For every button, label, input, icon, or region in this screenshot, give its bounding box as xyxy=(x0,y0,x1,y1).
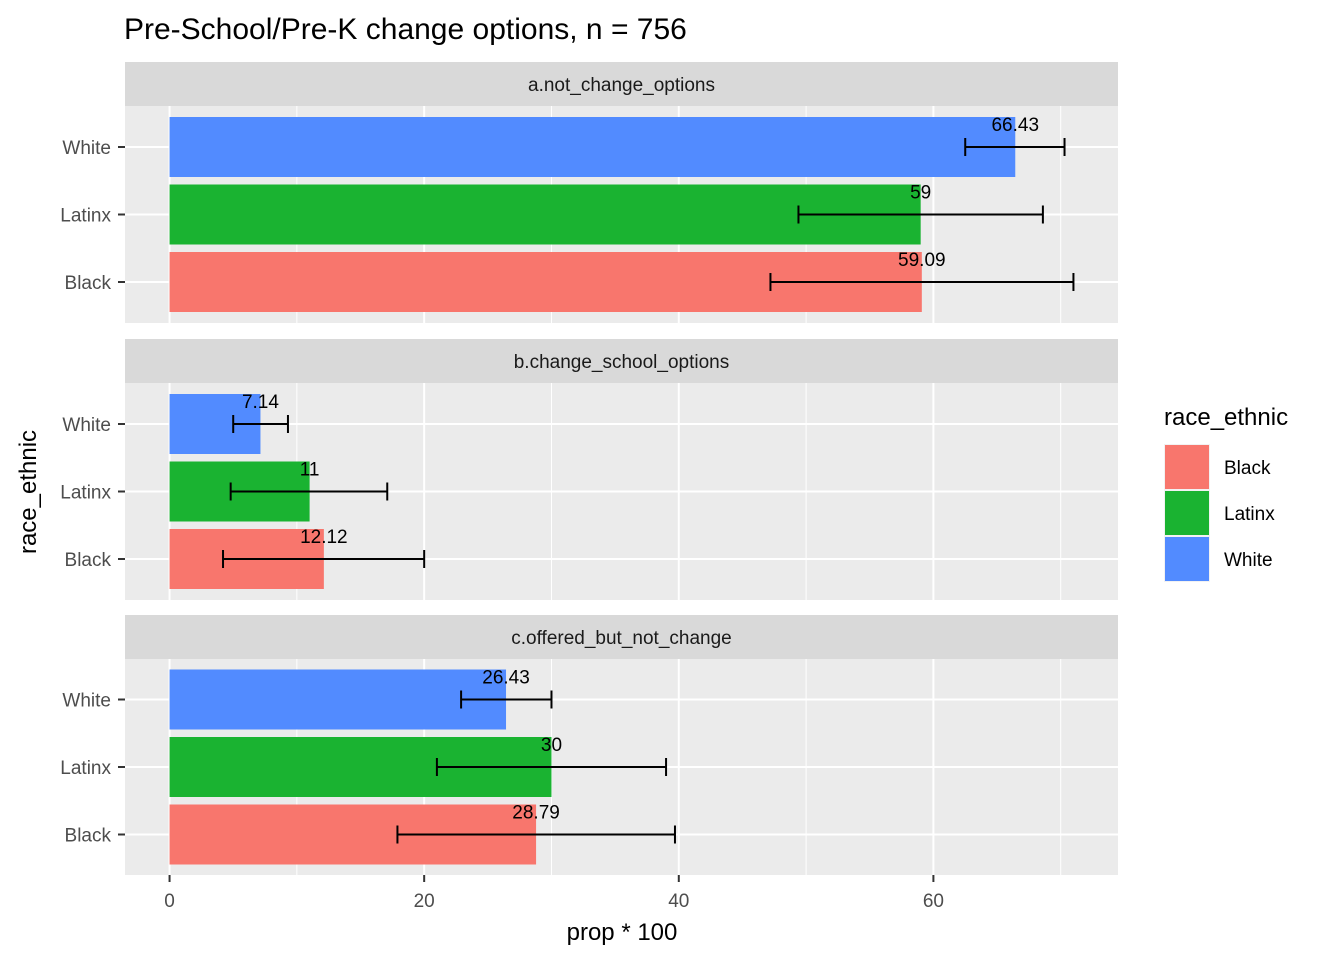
y-tick-label: Black xyxy=(65,550,112,571)
facet-strip xyxy=(125,62,1118,106)
facet-panels: a.not_change_options White Latinx Black 66.4… xyxy=(60,62,1118,875)
bar-value-label: 30 xyxy=(541,735,562,756)
x-axis-title: prop * 100 xyxy=(567,919,678,946)
error-bar xyxy=(222,550,426,568)
bar xyxy=(169,184,921,245)
error-bar xyxy=(229,482,389,501)
legend-swatch xyxy=(1165,445,1209,489)
legend-title: race_ethnic xyxy=(1164,404,1288,431)
facet-strip-label: c.offered_but_not_change xyxy=(511,628,731,649)
bar-value-label: 12.12 xyxy=(300,527,348,548)
facet-strip-label: a.not_change_options xyxy=(528,75,715,96)
y-tick-label: Black xyxy=(65,273,112,294)
facet-strip xyxy=(125,615,1118,659)
error-bar xyxy=(435,758,668,776)
x-axis: 0 20 40 60 xyxy=(164,875,944,912)
legend-label: Black xyxy=(1224,458,1271,479)
x-tick-label: 20 xyxy=(414,891,435,912)
chart-title: Pre-School/Pre-K change options, n = 756 xyxy=(124,13,687,46)
bar-value-label: 59.09 xyxy=(898,250,946,271)
y-tick-label: White xyxy=(62,138,111,159)
legend-item: Latinx xyxy=(1164,490,1275,536)
error-bar xyxy=(460,690,553,709)
facet-strip xyxy=(125,339,1118,383)
error-bar xyxy=(769,273,1075,291)
legend-item: White xyxy=(1164,536,1273,582)
y-tick-label: White xyxy=(62,415,111,436)
y-tick-label: Latinx xyxy=(60,206,111,227)
bar-value-label: 7.14 xyxy=(242,392,279,413)
bar-value-label: 11 xyxy=(300,460,320,481)
facet-panel: a.not_change_options White Latinx Black 66.4… xyxy=(60,62,1118,323)
legend-swatch xyxy=(1165,491,1209,535)
bar-value-label: 26.43 xyxy=(482,668,530,689)
bar-value-label: 28.79 xyxy=(512,803,560,824)
y-tick-label: Latinx xyxy=(60,483,111,504)
facet-panel: c.offered_but_not_change White Latinx Black… xyxy=(60,615,1118,875)
facet-strip-label: b.change_school_options xyxy=(514,352,730,373)
bar-value-label: 59 xyxy=(910,183,931,204)
bar xyxy=(169,669,507,730)
y-tick-label: Latinx xyxy=(60,758,111,779)
bar xyxy=(169,117,1016,177)
legend-label: White xyxy=(1224,550,1273,571)
error-bar xyxy=(797,205,1044,224)
legend-label: Latinx xyxy=(1224,504,1275,525)
bar-value-label: 66.43 xyxy=(991,115,1039,136)
legend: race_ethnic Black Latinx White xyxy=(1164,404,1288,582)
y-tick-label: Black xyxy=(65,826,112,847)
y-axis-title: race_ethnic xyxy=(15,430,42,554)
error-bar xyxy=(232,415,289,433)
legend-item: Black xyxy=(1164,444,1271,490)
y-tick-label: White xyxy=(62,691,111,712)
legend-swatch xyxy=(1165,537,1209,581)
error-bar xyxy=(396,825,676,844)
x-tick-label: 0 xyxy=(164,891,175,912)
x-tick-label: 60 xyxy=(923,891,944,912)
error-bar xyxy=(964,138,1066,156)
facet-panel: b.change_school_options White Latinx Black 7… xyxy=(60,339,1118,600)
x-tick-label: 40 xyxy=(668,891,689,912)
